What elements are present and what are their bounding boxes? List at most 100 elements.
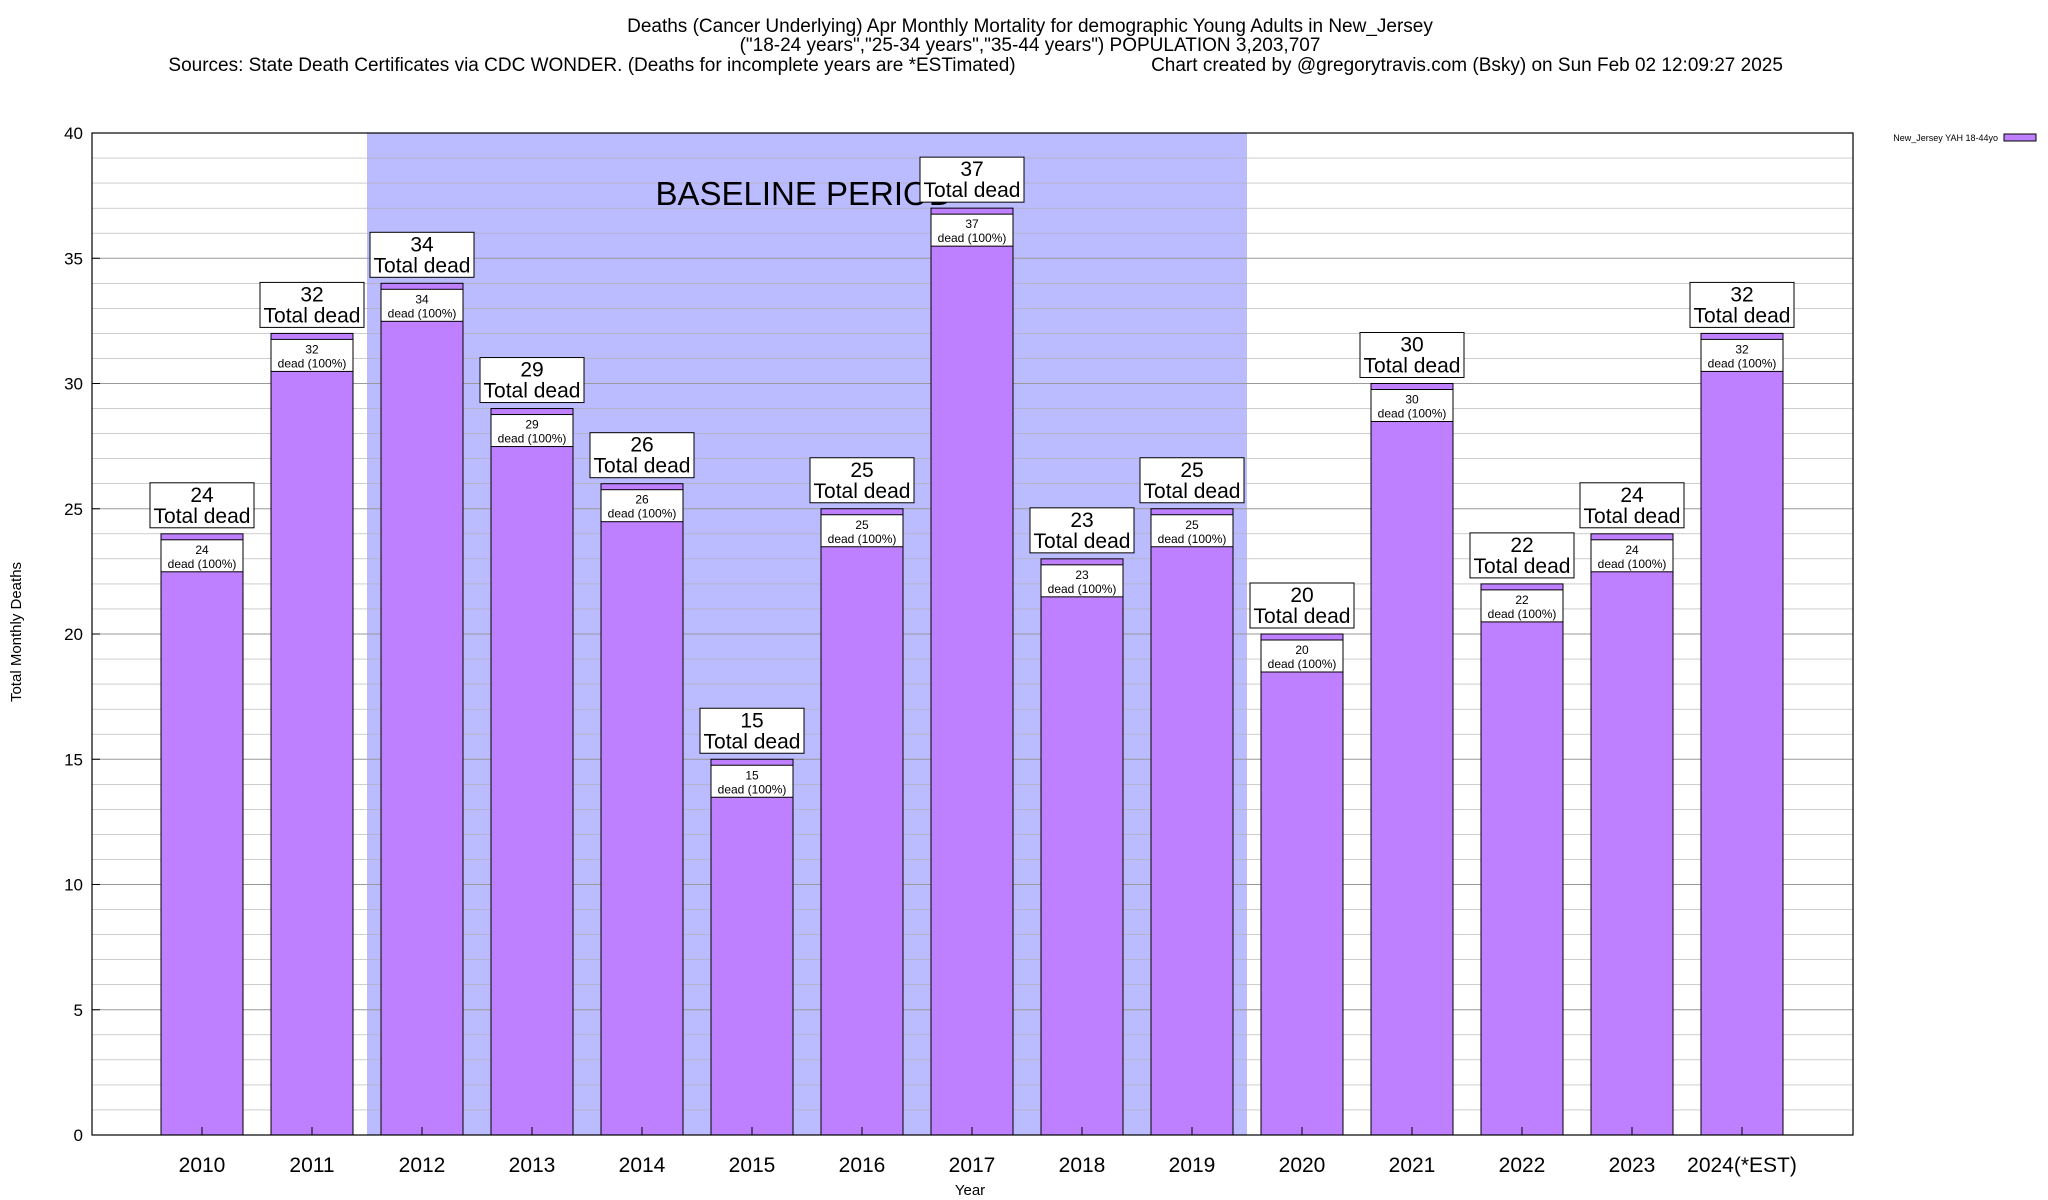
inner-percent-label: dead (100%) — [1048, 582, 1117, 596]
total-dead-label: Total dead — [1474, 555, 1571, 578]
total-value-label: 37 — [960, 158, 983, 181]
total-label-box — [149, 482, 255, 529]
bar-2020 — [1260, 633, 1344, 1136]
inner-value-label: 24 — [1625, 543, 1639, 557]
x-tick-label: 2011 — [289, 1154, 334, 1177]
total-dead-label: Total dead — [814, 480, 911, 503]
x-axis-title: Year — [955, 1182, 985, 1199]
total-label-box — [259, 281, 365, 328]
chart-credit: Chart created by @gregorytravis.com (Bsk… — [1151, 55, 1783, 76]
inner-value-label: 34 — [415, 292, 429, 306]
total-label-box — [1689, 281, 1795, 328]
inner-value-label: 24 — [195, 543, 209, 557]
inner-label-box — [1260, 639, 1344, 673]
inner-value-label: 32 — [1735, 342, 1749, 356]
inner-label-box — [1150, 514, 1234, 548]
total-label-box — [809, 457, 915, 504]
chart-subtitle: ("18-24 years","25-34 years","35-44 year… — [740, 35, 1321, 56]
inner-percent-label: dead (100%) — [498, 432, 567, 446]
total-dead-label: Total dead — [154, 505, 251, 528]
total-dead-label: Total dead — [1364, 355, 1461, 378]
total-dead-label: Total dead — [1584, 505, 1681, 528]
bar-2016 — [820, 508, 904, 1136]
legend: New_Jersey YAH 18-44yo — [1893, 133, 2037, 143]
y-tick-label: 25 — [64, 500, 83, 519]
bar-2014 — [600, 483, 684, 1136]
total-value-label: 29 — [520, 359, 543, 382]
inner-label-box — [1700, 338, 1784, 372]
y-tick-label: 40 — [64, 124, 83, 143]
total-label-box — [1139, 457, 1245, 504]
total-dead-label: Total dead — [374, 254, 471, 277]
y-tick-label: 35 — [64, 249, 83, 268]
inner-percent-label: dead (100%) — [828, 532, 897, 546]
inner-label-box — [600, 489, 684, 523]
total-dead-label: Total dead — [264, 304, 361, 327]
total-value-label: 24 — [1620, 484, 1644, 507]
y-tick-label: 20 — [64, 625, 83, 644]
total-dead-label: Total dead — [1694, 304, 1791, 327]
total-label-box — [479, 357, 585, 404]
bar-2012 — [380, 282, 464, 1136]
inner-value-label: 29 — [525, 418, 539, 432]
inner-label-box — [930, 213, 1014, 247]
x-tick-label: 2024(*EST) — [1687, 1154, 1797, 1177]
x-axis-ticks: 2010 2011 2012 2013 2014 2015 2016 2017 2018 2019… — [179, 1127, 1797, 1177]
inner-value-label: 15 — [745, 768, 759, 782]
total-dead-label: Total dead — [594, 455, 691, 478]
x-tick-label: 2023 — [1609, 1154, 1656, 1177]
x-tick-label: 2018 — [1059, 1154, 1106, 1177]
total-label-box — [1249, 582, 1355, 629]
y-tick-label: 0 — [74, 1126, 83, 1145]
x-tick-label: 2014 — [619, 1154, 666, 1177]
x-tick-label: 2015 — [729, 1154, 776, 1177]
bar-2019 — [1150, 508, 1234, 1136]
inner-value-label: 25 — [855, 518, 869, 532]
total-value-label: 32 — [1730, 283, 1753, 306]
y-tick-label: 5 — [74, 1001, 83, 1020]
legend-swatch — [2003, 133, 2037, 142]
y-tick-label: 15 — [64, 750, 83, 769]
x-tick-label: 2016 — [839, 1154, 886, 1177]
bar-2013 — [490, 408, 574, 1136]
inner-percent-label: dead (100%) — [388, 306, 457, 320]
x-tick-label: 2021 — [1389, 1154, 1436, 1177]
total-label-box — [589, 432, 695, 479]
inner-percent-label: dead (100%) — [938, 231, 1007, 245]
inner-value-label: 30 — [1405, 393, 1419, 407]
total-value-label: 24 — [190, 484, 214, 507]
total-value-label: 26 — [630, 434, 653, 457]
bar-2015 — [710, 758, 794, 1136]
total-value-label: 32 — [300, 283, 323, 306]
x-tick-label: 2013 — [509, 1154, 556, 1177]
total-label-box — [1029, 507, 1135, 554]
inner-label-box — [380, 288, 464, 322]
inner-label-box — [160, 539, 244, 573]
total-dead-label: Total dead — [1144, 480, 1241, 503]
inner-value-label: 25 — [1185, 518, 1199, 532]
inner-percent-label: dead (100%) — [1158, 532, 1227, 546]
inner-value-label: 23 — [1075, 568, 1089, 582]
total-dead-label: Total dead — [1254, 605, 1351, 628]
y-tick-label: 10 — [64, 876, 83, 895]
total-value-label: 34 — [410, 233, 434, 256]
chart-sources: Sources: State Death Certificates via CD… — [168, 55, 1015, 76]
bar-2021 — [1370, 383, 1454, 1136]
inner-value-label: 37 — [965, 217, 979, 231]
inner-value-label: 26 — [635, 493, 649, 507]
inner-percent-label: dead (100%) — [168, 557, 237, 571]
inner-percent-label: dead (100%) — [1708, 356, 1777, 370]
chart-title: Deaths (Cancer Underlying) Apr Monthly M… — [627, 16, 1433, 37]
y-axis-title: Total Monthly Deaths — [8, 562, 25, 702]
bar-2010 — [160, 533, 244, 1136]
inner-percent-label: dead (100%) — [718, 782, 787, 796]
inner-value-label: 22 — [1515, 593, 1529, 607]
bar-2022 — [1480, 583, 1564, 1136]
inner-label-box — [490, 414, 574, 448]
total-dead-label: Total dead — [704, 730, 801, 753]
inner-percent-label: dead (100%) — [608, 507, 677, 521]
bar-2024(*EST) — [1700, 332, 1784, 1136]
total-dead-label: Total dead — [924, 179, 1021, 202]
inner-percent-label: dead (100%) — [1598, 557, 1667, 571]
total-dead-label: Total dead — [484, 380, 581, 403]
